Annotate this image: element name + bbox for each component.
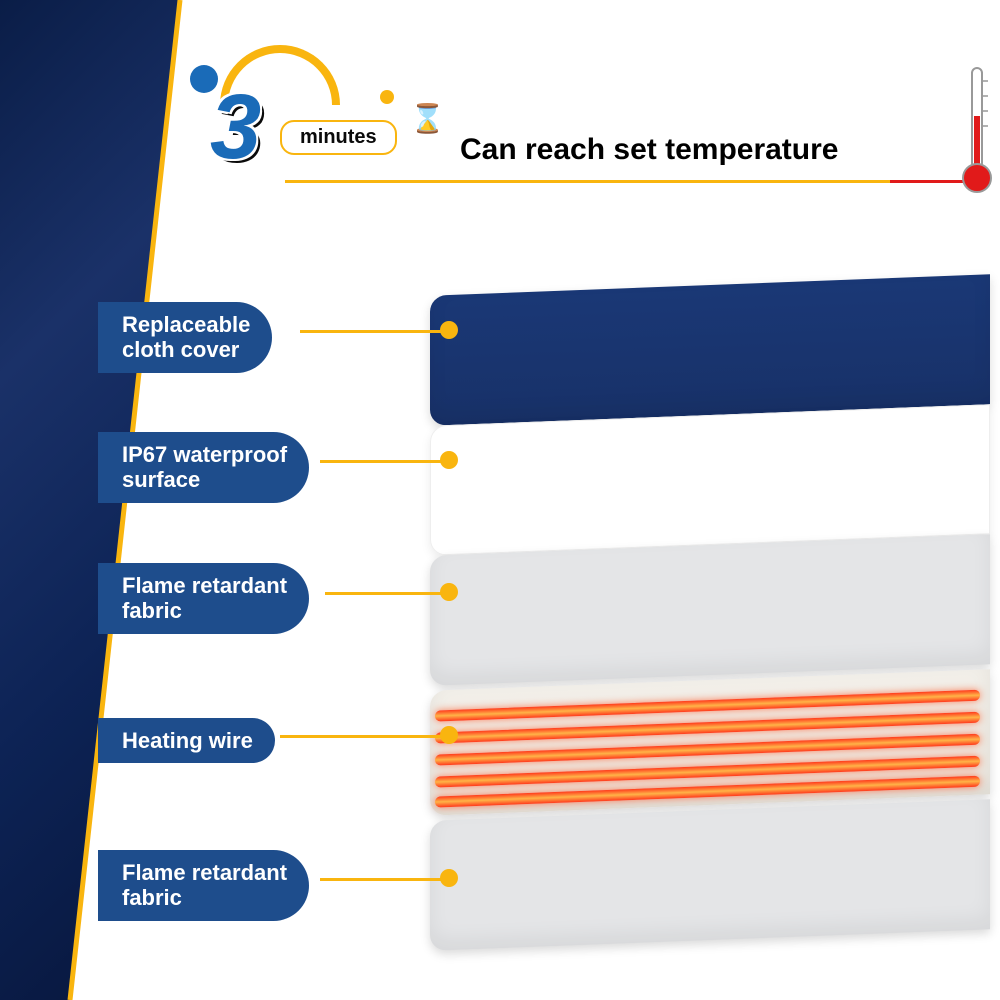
label-ip67-waterproof: IP67 waterproof surface	[98, 432, 309, 503]
decorative-dot-orange	[380, 90, 394, 104]
thermometer-icon	[962, 66, 992, 196]
label-text: fabric	[122, 885, 182, 910]
underline-orange	[285, 180, 895, 183]
timer-gauge-badge: 3 minutes ⌛	[180, 40, 410, 190]
label-flame-retardant-1: Flame retardant fabric	[98, 563, 309, 634]
connector-dot	[440, 321, 458, 339]
layer-cloth-cover	[430, 274, 990, 426]
layer-waterproof-surface	[430, 404, 990, 556]
big-number-3: 3	[210, 75, 261, 180]
layer-heating-wire	[430, 669, 990, 816]
label-flame-retardant-2: Flame retardant fabric	[98, 850, 309, 921]
label-text: Flame retardant	[122, 860, 287, 885]
hourglass-icon: ⌛	[410, 102, 445, 135]
label-text: Flame retardant	[122, 573, 287, 598]
headline-text: Can reach set temperature	[460, 133, 839, 167]
connector-line	[320, 878, 445, 881]
connector-line	[325, 592, 445, 595]
label-text: Replaceable	[122, 312, 250, 337]
connector-dot	[440, 726, 458, 744]
material-layers-diagram	[430, 285, 1000, 965]
connector-dot	[440, 583, 458, 601]
label-replaceable-cloth: Replaceable cloth cover	[98, 302, 272, 373]
layer-flame-retardant-top	[430, 534, 990, 686]
label-text: fabric	[122, 598, 182, 623]
label-heating-wire: Heating wire	[98, 718, 275, 763]
label-text: Heating wire	[122, 728, 253, 753]
label-text: surface	[122, 467, 200, 492]
underline-red	[890, 180, 965, 183]
connector-line	[280, 735, 445, 738]
minutes-pill: minutes	[280, 120, 397, 155]
label-text: cloth cover	[122, 337, 239, 362]
connector-dot	[440, 869, 458, 887]
label-text: IP67 waterproof	[122, 442, 287, 467]
connector-line	[300, 330, 445, 333]
connector-line	[320, 460, 445, 463]
top-headline-section: 3 minutes ⌛ Can reach set temperature	[180, 40, 980, 220]
layer-flame-retardant-bottom	[430, 799, 990, 951]
connector-dot	[440, 451, 458, 469]
